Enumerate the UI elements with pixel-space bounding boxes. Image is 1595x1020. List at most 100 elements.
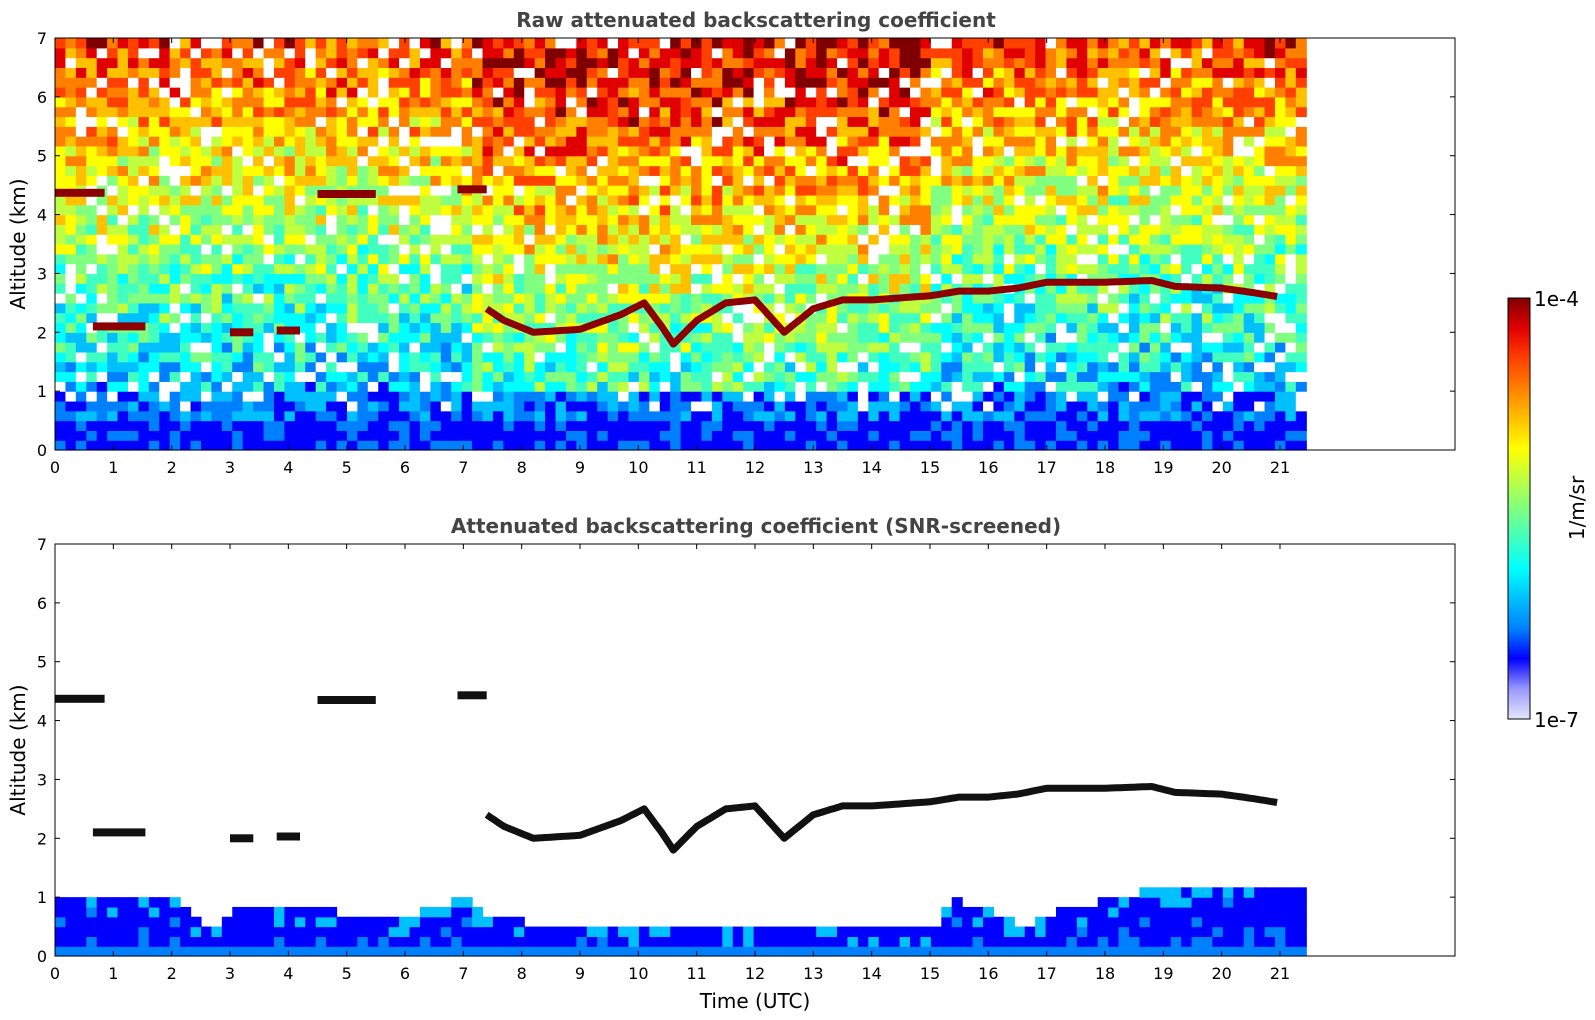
heatmap-cell: [1264, 430, 1276, 441]
heatmap-cell: [461, 430, 473, 441]
heatmap-cell: [1285, 185, 1297, 196]
heatmap-cell: [1160, 194, 1172, 206]
heatmap-cell: [586, 253, 598, 265]
heatmap-cell: [722, 224, 734, 235]
heatmap-cell: [1149, 96, 1161, 108]
heatmap-cell: [910, 47, 922, 59]
heatmap-cell: [326, 293, 338, 304]
heatmap-cell: [1014, 126, 1026, 137]
heatmap-cell: [962, 204, 974, 216]
heatmap-cell: [753, 145, 765, 157]
heatmap-cell: [1254, 440, 1266, 451]
heatmap-cell: [315, 361, 327, 373]
heatmap-cell: [1254, 175, 1266, 186]
heatmap-cell: [305, 47, 317, 59]
heatmap-cell: [357, 283, 369, 294]
heatmap-cell: [305, 234, 317, 245]
heatmap-cell: [826, 155, 838, 167]
heatmap-cell: [983, 430, 995, 441]
heatmap-cell: [930, 106, 942, 118]
heatmap-cell: [993, 312, 1005, 324]
heatmap-cell: [680, 420, 692, 431]
heatmap-cell: [618, 87, 630, 98]
heatmap-cell: [1149, 400, 1161, 412]
heatmap-cell: [691, 302, 703, 314]
heatmap-cell: [774, 391, 786, 402]
heatmap-cell: [1003, 440, 1015, 451]
heatmap-cell: [732, 400, 744, 412]
heatmap-cell: [889, 224, 901, 235]
heatmap-cell: [722, 244, 734, 255]
heatmap-cell: [565, 175, 577, 186]
heatmap-cell: [1243, 420, 1255, 431]
heatmap-cell: [336, 273, 348, 284]
heatmap-cell: [503, 302, 515, 314]
heatmap-cell: [65, 273, 77, 284]
heatmap-cell: [326, 410, 338, 422]
heatmap-cell: [451, 381, 463, 392]
heatmap-cell: [75, 293, 87, 304]
heatmap-cell: [524, 87, 536, 98]
heatmap-cell: [826, 194, 838, 206]
heatmap-cell: [878, 361, 890, 373]
heatmap-cell: [962, 253, 974, 265]
heatmap-cell: [180, 332, 192, 343]
heatmap-cell: [805, 126, 817, 137]
heatmap-cell: [232, 116, 244, 127]
heatmap-cell: [461, 155, 473, 167]
heatmap-cell: [732, 322, 744, 333]
heatmap-cell: [232, 67, 244, 78]
heatmap-cell: [232, 410, 244, 422]
heatmap-cell: [503, 106, 515, 118]
heatmap-cell: [732, 96, 744, 108]
heatmap-cell: [440, 400, 452, 412]
heatmap-cell: [326, 38, 338, 49]
heatmap-cell: [1222, 38, 1234, 49]
heatmap-cell: [1024, 185, 1036, 196]
heatmap-cell: [732, 381, 744, 392]
heatmap-cell: [169, 322, 181, 333]
heatmap-cell: [211, 38, 223, 49]
heatmap-cell: [263, 57, 275, 69]
heatmap-cell: [440, 77, 452, 88]
heatmap-cell: [816, 136, 828, 147]
heatmap-cell: [1191, 116, 1203, 127]
heatmap-cell: [357, 67, 369, 78]
heatmap-cell: [253, 116, 265, 127]
heatmap-cell: [273, 391, 285, 402]
heatmap-cell: [378, 87, 390, 98]
heatmap-cell: [65, 204, 77, 216]
heatmap-cell: [941, 87, 953, 98]
heatmap-cell: [138, 96, 150, 108]
heatmap-cell: [774, 410, 786, 422]
heatmap-cell: [983, 136, 995, 147]
heatmap-cell: [75, 332, 87, 343]
heatmap-cell: [451, 87, 463, 98]
heatmap-cell: [1191, 430, 1203, 441]
heatmap-cell: [440, 145, 452, 157]
heatmap-cell: [107, 96, 119, 108]
heatmap-cell: [545, 214, 557, 225]
heatmap-cell: [1274, 381, 1286, 392]
heatmap-cell: [1024, 234, 1036, 245]
heatmap-cell: [764, 283, 776, 294]
heatmap-cell: [649, 440, 661, 451]
heatmap-cell: [399, 263, 411, 275]
heatmap-cell: [743, 381, 755, 392]
heatmap-cell: [638, 155, 650, 167]
heatmap-cell: [691, 293, 703, 304]
heatmap-cell: [628, 361, 640, 373]
heatmap-cell: [378, 165, 390, 176]
heatmap-cell: [628, 106, 640, 118]
heatmap-cell: [180, 312, 192, 324]
heatmap-cell: [576, 283, 588, 294]
heatmap-cell: [764, 351, 776, 363]
heatmap-cell: [472, 361, 484, 373]
heatmap-cell: [910, 145, 922, 157]
heatmap-cell: [743, 214, 755, 225]
heatmap-cell: [659, 420, 671, 431]
heatmap-cell: [169, 175, 181, 186]
heatmap-cell: [889, 253, 901, 265]
heatmap-cell: [55, 420, 67, 431]
heatmap-cell: [576, 381, 588, 392]
